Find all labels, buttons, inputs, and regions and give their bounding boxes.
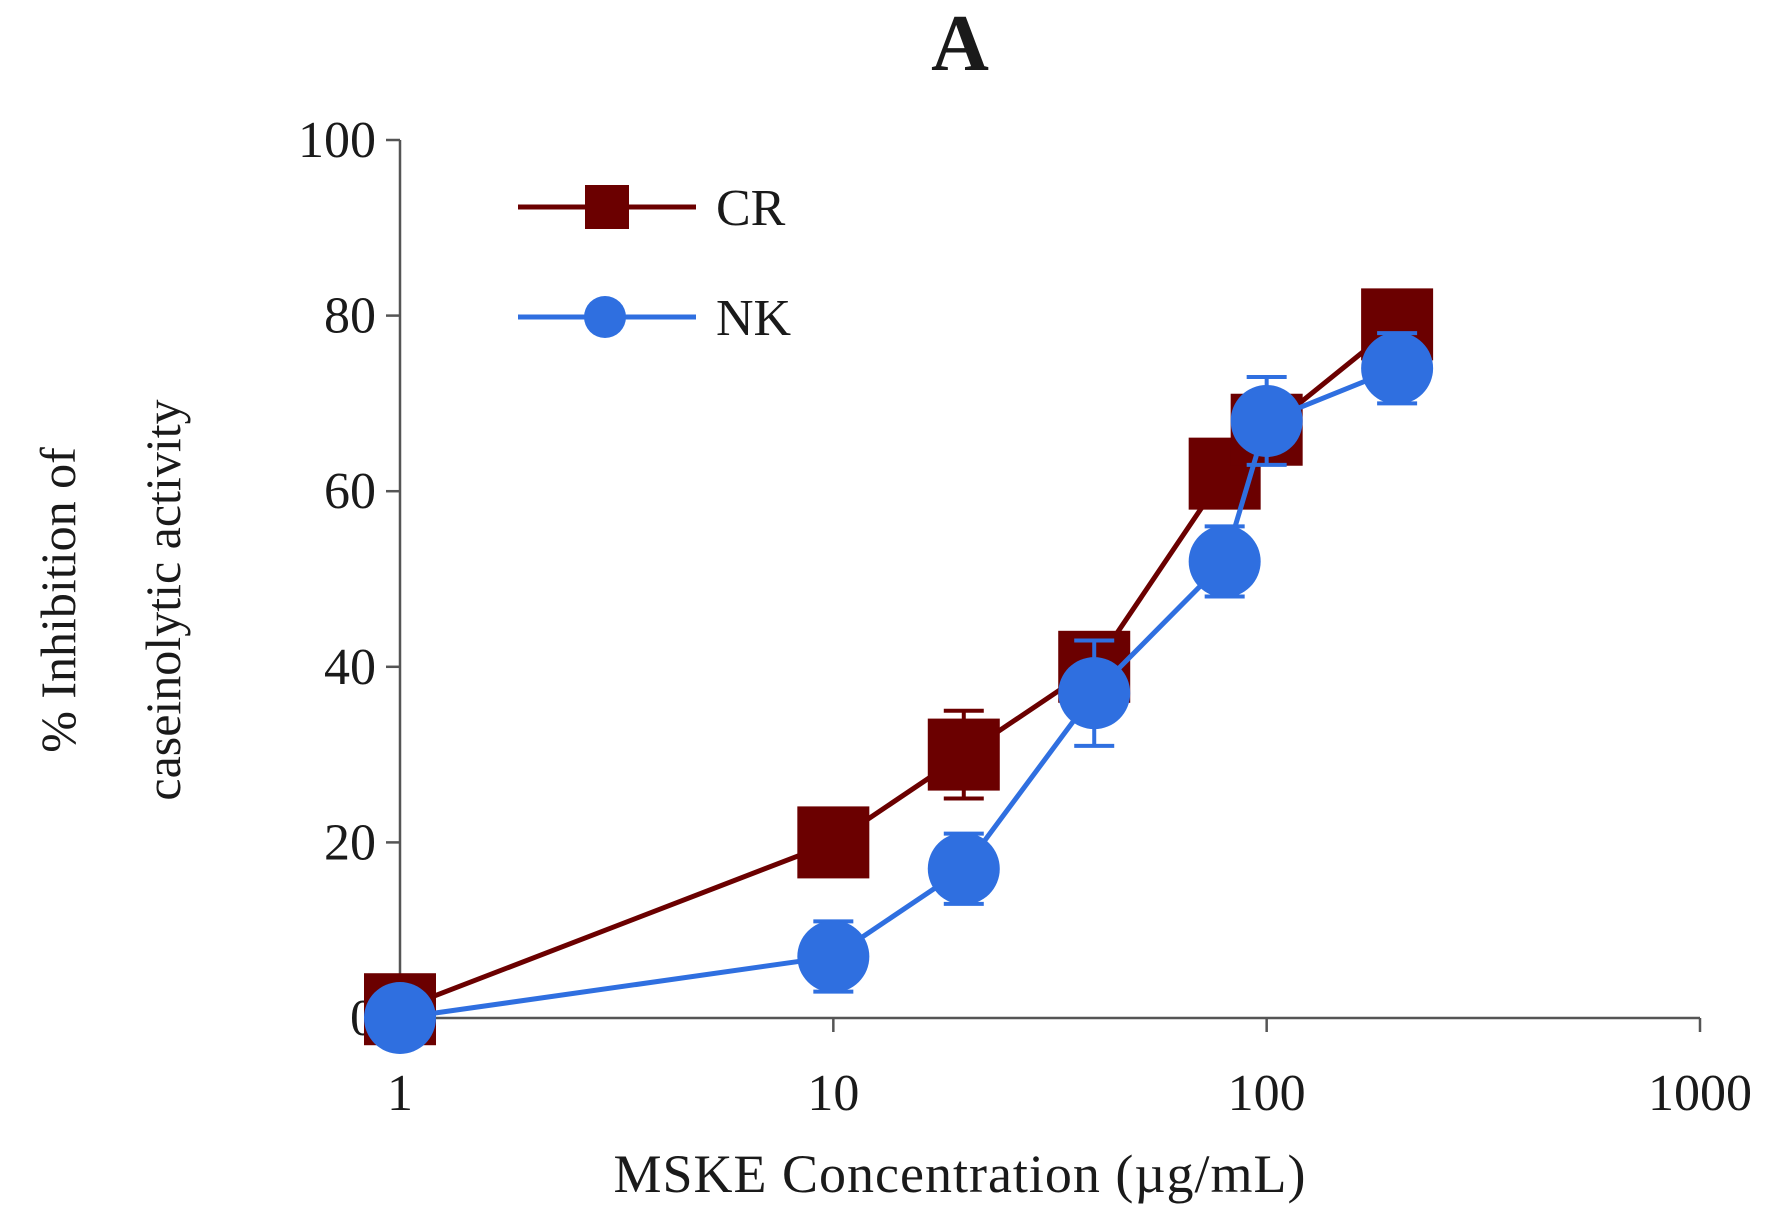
legend-marker-square [585, 185, 629, 229]
legend: CR NK [518, 180, 792, 347]
legend-label: CR [716, 180, 786, 237]
y-axis-label: % Inhibition of caseinolytic activity [30, 399, 191, 800]
x-tick-label: 1000 [1648, 1065, 1752, 1122]
series-nk [364, 331, 1434, 1054]
data-point-square [797, 806, 870, 879]
y-tick-label: 60 [324, 463, 376, 520]
x-tick-label: 10 [807, 1065, 859, 1122]
y-axis-label-line2: caseinolytic activity [135, 399, 191, 800]
legend-item-nk: NK [518, 290, 792, 347]
series-layer [364, 288, 1434, 1054]
data-point-square [927, 718, 1000, 791]
y-axis-label-line1: % Inhibition of [30, 447, 86, 753]
x-axis-label: MSKE Concentration (µg/mL) [613, 1144, 1306, 1204]
legend-label: NK [716, 290, 792, 347]
y-tick-label: 100 [298, 112, 376, 169]
y-tick-label: 20 [324, 814, 376, 871]
data-point-circle [1188, 525, 1261, 598]
x-tick-label: 100 [1228, 1065, 1306, 1122]
data-point-circle [1230, 384, 1303, 457]
legend-item-cr: CR [518, 180, 786, 237]
y-tick-label: 40 [324, 639, 376, 696]
data-point-circle [364, 982, 436, 1054]
x-tick-label: 1 [387, 1065, 413, 1122]
data-point-circle [927, 832, 1000, 905]
data-point-circle [1058, 657, 1131, 730]
legend-marker-circle [584, 296, 626, 338]
chart-title: A [931, 0, 989, 88]
data-point-circle [797, 920, 870, 993]
y-tick-label: 80 [324, 288, 376, 345]
data-point-circle [1361, 332, 1434, 405]
